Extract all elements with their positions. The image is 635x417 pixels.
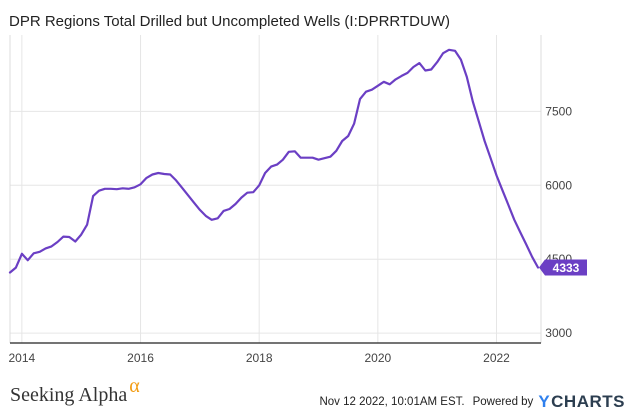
last-value-badge-shape xyxy=(539,259,587,276)
ycharts-logo[interactable]: Y CHARTS xyxy=(538,392,625,412)
y-tick-label: 3000 xyxy=(545,326,572,340)
last-value-badge: 4333 xyxy=(539,259,587,276)
plot-frame xyxy=(9,35,542,344)
series-layer xyxy=(8,48,540,274)
chart-title: DPR Regions Total Drilled but Uncomplete… xyxy=(9,13,450,30)
alpha-icon: α xyxy=(129,375,140,397)
x-axis-ticks: 2014 2016 2018 2020 2022 xyxy=(9,351,511,365)
footer-credits: Nov 12 2022, 10:01AM EST. Powered by Y CH… xyxy=(319,392,625,412)
x-tick-label: 2014 xyxy=(9,351,36,365)
x-tick-label: 2016 xyxy=(127,351,154,365)
timestamp: Nov 12 2022, 10:01AM EST. xyxy=(319,396,465,408)
ycharts-y-icon: Y xyxy=(538,392,551,411)
x-tick-label: 2018 xyxy=(246,351,273,365)
last-value-label: 4333 xyxy=(553,261,580,275)
y-tick-label: 7500 xyxy=(545,104,572,118)
powered-by-label: Powered by xyxy=(472,396,534,408)
ycharts-text: CHARTS xyxy=(551,392,625,411)
x-tick-label: 2022 xyxy=(483,351,510,365)
seeking-alpha-logo: Seeking Alpha α xyxy=(10,375,140,407)
seeking-alpha-text: Seeking Alpha xyxy=(10,384,128,406)
y-tick-label: 6000 xyxy=(545,178,572,192)
x-tick-label: 2020 xyxy=(364,351,391,365)
grid-lines xyxy=(10,35,541,343)
series-line xyxy=(8,48,540,274)
